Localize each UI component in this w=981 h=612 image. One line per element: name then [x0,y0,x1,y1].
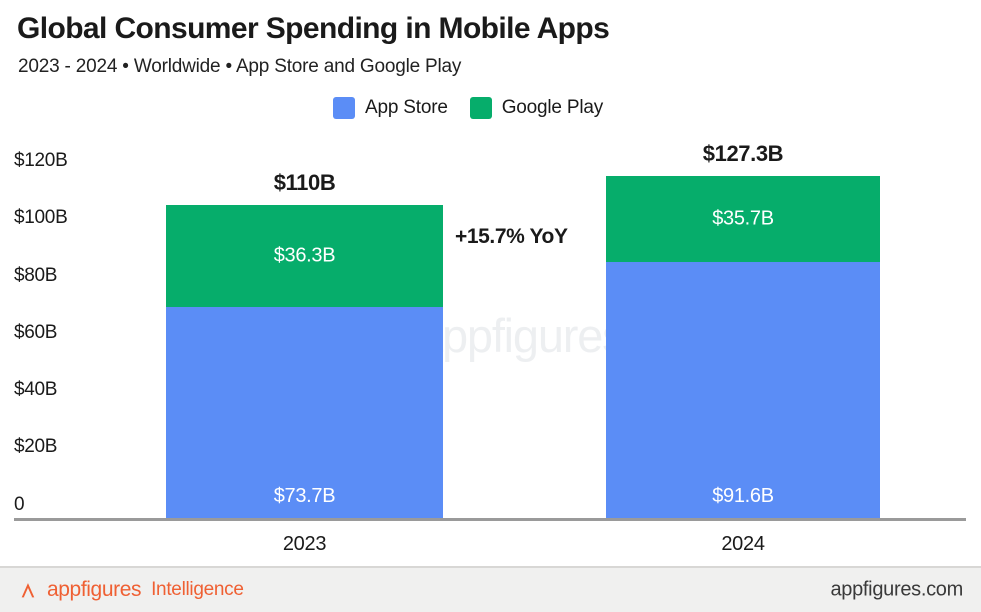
footer-brand-name: appfigures [47,578,142,601]
bar-group-2024[interactable]: $127.3B $35.7B $91.6B 2024 [606,141,880,555]
bar-segment-value: $91.6B [712,485,774,507]
y-axis-tick: $100B [14,207,68,228]
bar-group-2023[interactable]: $110B $36.3B $73.7B 2023 [166,170,443,555]
bar-segment-value: $36.3B [273,244,336,267]
legend-item-app-store[interactable]: App Store [333,97,448,119]
legend-item-google-play[interactable]: Google Play [469,97,604,119]
yoy-annotation: +15.7% YoY [455,225,568,248]
legend-label: App Store [365,97,448,118]
y-axis-tick: 0 [14,494,25,515]
bar-segment-app-store[interactable]: $91.6B [606,262,880,518]
footer-bar: appfigures Intelligence appfigures.com [0,566,981,612]
appfigures-logo-icon [21,582,35,597]
square-swatch-icon [469,97,492,119]
footer-site-link[interactable]: appfigures.com [830,578,963,601]
footer-brand-sub: Intelligence [151,579,244,600]
bar-segment-value: $73.7B [273,485,336,507]
page-title: Global Consumer Spending in Mobile Apps [17,12,610,45]
x-axis-label-2023: 2023 [282,533,327,555]
bar-segment-value: $35.7B [712,207,774,230]
watermark-text: appfigures [417,309,626,362]
bar-segment-google-play[interactable]: $35.7B [606,176,880,262]
bar-segment-google-play[interactable]: $36.3B [166,205,443,307]
square-swatch-icon [333,97,355,119]
y-axis-tick: $20B [14,436,58,457]
bar-total-label: $110B [273,170,336,195]
y-axis-tick: $80B [14,265,58,286]
footer-brand[interactable]: appfigures Intelligence [18,578,244,602]
y-axis-tick: $60B [14,322,58,343]
chart-legend: App Store Google Play [333,97,603,119]
plot-area: $120B $100B $80B $60B $40B $20B 0 appfig… [14,141,966,555]
legend-label: Google Play [501,97,604,118]
x-axis-line [14,518,966,521]
bar-segment-app-store[interactable]: $73.7B [166,307,443,518]
bar-total-label: $127.3B [702,141,784,166]
y-axis-tick: $40B [14,379,58,400]
x-axis-label-2024: 2024 [721,533,765,555]
page-subtitle: 2023 - 2024 • Worldwide • App Store and … [18,56,462,77]
y-axis-tick: $120B [14,150,68,171]
